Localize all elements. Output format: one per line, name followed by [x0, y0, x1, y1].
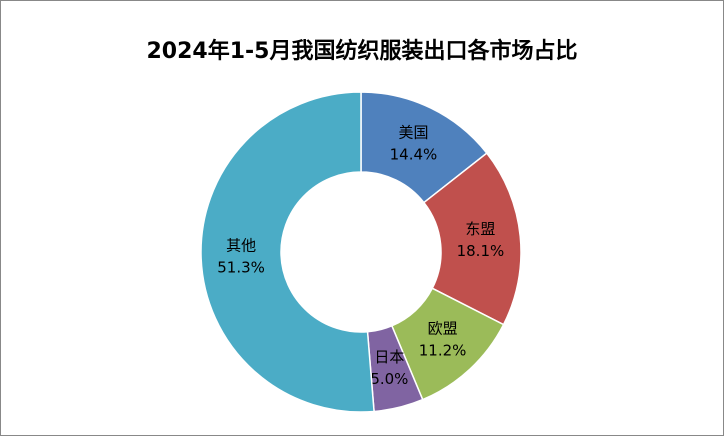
slice-value-label: 18.1% [457, 242, 505, 260]
slice-category-label: 欧盟 [428, 319, 458, 337]
slice-category-label: 其他 [226, 236, 256, 254]
donut-slice [200, 91, 375, 413]
slice-value-label: 11.2% [419, 341, 467, 359]
slice-value-label: 51.3% [217, 258, 265, 276]
chart-title: 2024年1-5月我国纺织服装出口各市场占比 [147, 38, 578, 64]
slice-value-label: 14.4% [390, 146, 438, 164]
slice-category-label: 日本 [374, 348, 404, 366]
slice-category-label: 美国 [398, 124, 428, 142]
donut-slice [422, 152, 522, 326]
slice-value-label: 5.0% [370, 370, 408, 388]
slice-category-label: 东盟 [465, 220, 495, 238]
